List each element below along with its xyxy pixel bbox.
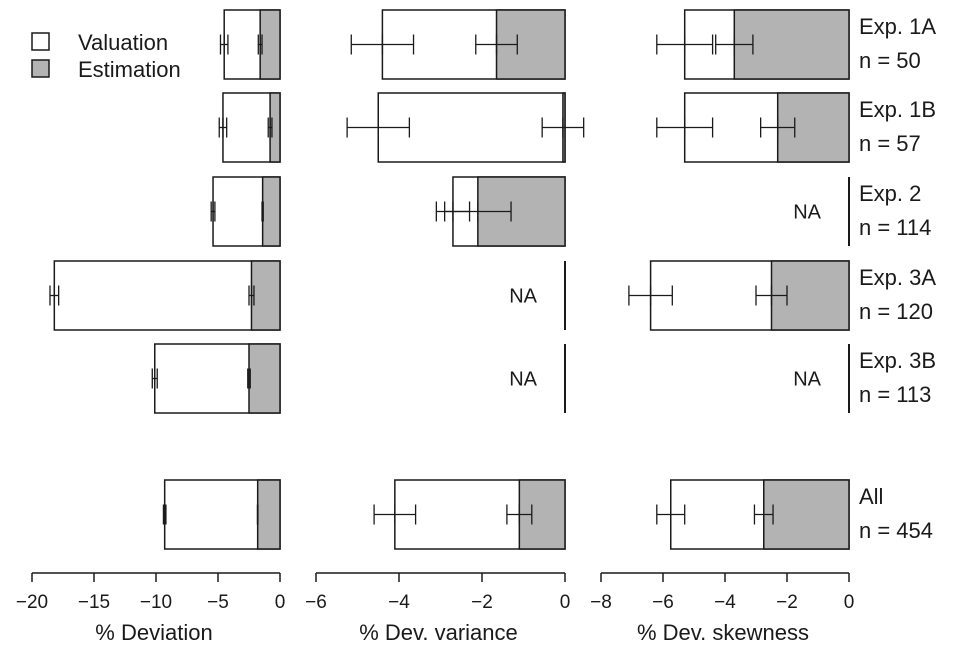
panel-3: NA NA −8 −6 −4 −2 0 % Dev. skewness xyxy=(590,9,855,645)
x-tick-label: 0 xyxy=(275,592,286,613)
error-bar-estimation xyxy=(267,117,273,138)
row-label-n: n = 120 xyxy=(859,299,933,324)
error-bar-estimation xyxy=(257,34,263,55)
error-bar-estimation xyxy=(247,368,251,389)
row-label-n: n = 454 xyxy=(859,518,933,543)
row-label-n: n = 114 xyxy=(859,215,931,240)
error-bar-valuation xyxy=(373,504,417,525)
error-bar-estimation xyxy=(475,34,518,55)
row-label-n: n = 57 xyxy=(859,131,921,156)
x-tick-label: −20 xyxy=(16,592,48,613)
row-label-n: n = 50 xyxy=(859,48,921,73)
row-label-n: n = 113 xyxy=(859,382,931,407)
error-bar-valuation xyxy=(350,34,415,55)
na-label: NA xyxy=(793,202,821,224)
x-tick-label: −6 xyxy=(652,592,674,613)
error-bar-estimation xyxy=(760,117,796,138)
error-bar-valuation xyxy=(210,201,216,222)
row-label-experiment: Exp. 1A xyxy=(859,14,936,39)
row-labels: Exp. 1A n = 50 Exp. 1B n = 57 Exp. 2 n = 114 E… xyxy=(859,14,936,543)
x-tick-label: −8 xyxy=(590,592,612,613)
error-bar-estimation xyxy=(261,201,264,222)
x-tick-label: 0 xyxy=(844,592,855,613)
x-axis: −8 −6 −4 −2 0 % Dev. skewness xyxy=(590,572,855,645)
x-axis: −6 −4 −2 0 % Dev. variance xyxy=(305,572,571,645)
error-bar-valuation xyxy=(656,34,714,55)
row-label-experiment: Exp. 3B xyxy=(859,348,936,373)
na-label: NA xyxy=(509,369,537,391)
panel-1: −20 −15 −10 −5 0 % Deviation xyxy=(16,9,286,645)
x-axis-label: % Deviation xyxy=(95,620,212,645)
legend-swatch-valuation xyxy=(31,32,50,51)
error-bar-valuation xyxy=(49,285,60,306)
x-axis-label: % Dev. skewness xyxy=(637,620,809,645)
x-axis: −20 −15 −10 −5 0 % Deviation xyxy=(16,572,286,645)
bar-estimation xyxy=(763,479,850,550)
bar-estimation xyxy=(250,260,281,331)
error-bar-valuation xyxy=(656,117,714,138)
error-bar-valuation xyxy=(218,117,228,138)
x-tick-label: −5 xyxy=(207,592,229,613)
error-bar-estimation xyxy=(715,34,754,55)
legend-label-valuation: Valuation xyxy=(78,30,168,55)
x-tick-label: −2 xyxy=(471,592,493,613)
error-bar-estimation xyxy=(541,117,585,138)
na-label: NA xyxy=(793,369,821,391)
x-tick-label: −6 xyxy=(305,592,327,613)
error-bar-valuation xyxy=(219,34,229,55)
bar-valuation xyxy=(53,260,281,331)
x-tick-label: −4 xyxy=(388,592,410,613)
na-label: NA xyxy=(509,286,537,308)
row-label-experiment: Exp. 2 xyxy=(859,181,921,206)
error-bar-estimation xyxy=(755,285,788,306)
row-label-experiment: All xyxy=(859,484,883,509)
panel-2: NA NA −6 −4 −2 0 % Dev. variance xyxy=(305,9,585,645)
error-bar-estimation xyxy=(248,285,255,306)
x-tick-label: −15 xyxy=(78,592,110,613)
row-label-experiment: Exp. 3A xyxy=(859,265,936,290)
error-bar-estimation xyxy=(443,201,512,222)
error-bar-estimation xyxy=(753,504,774,525)
x-tick-label: −2 xyxy=(776,592,798,613)
error-bar-valuation xyxy=(656,504,686,525)
error-bar-estimation xyxy=(506,504,533,525)
error-bar-valuation xyxy=(162,504,167,525)
bar-estimation xyxy=(256,479,281,550)
bar-estimation xyxy=(259,9,281,80)
error-bar-valuation xyxy=(346,117,411,138)
x-tick-label: −4 xyxy=(714,592,736,613)
legend-swatch-estimation xyxy=(31,59,50,78)
error-bar-valuation xyxy=(628,285,673,306)
x-axis-label: % Dev. variance xyxy=(359,620,518,645)
legend: Valuation Estimation xyxy=(31,30,181,82)
bar-estimation xyxy=(248,343,281,414)
error-bar-valuation xyxy=(151,368,158,389)
bar-estimation xyxy=(261,176,281,247)
legend-label-estimation: Estimation xyxy=(78,57,181,82)
x-tick-label: −10 xyxy=(140,592,172,613)
x-tick-label: 0 xyxy=(560,592,571,613)
row-label-experiment: Exp. 1B xyxy=(859,97,936,122)
